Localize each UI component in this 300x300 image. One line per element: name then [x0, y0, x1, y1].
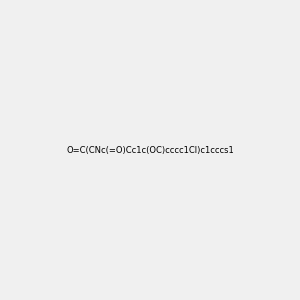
Text: O=C(CNc(=O)Cc1c(OC)cccc1Cl)c1cccs1: O=C(CNc(=O)Cc1c(OC)cccc1Cl)c1cccs1: [66, 146, 234, 154]
